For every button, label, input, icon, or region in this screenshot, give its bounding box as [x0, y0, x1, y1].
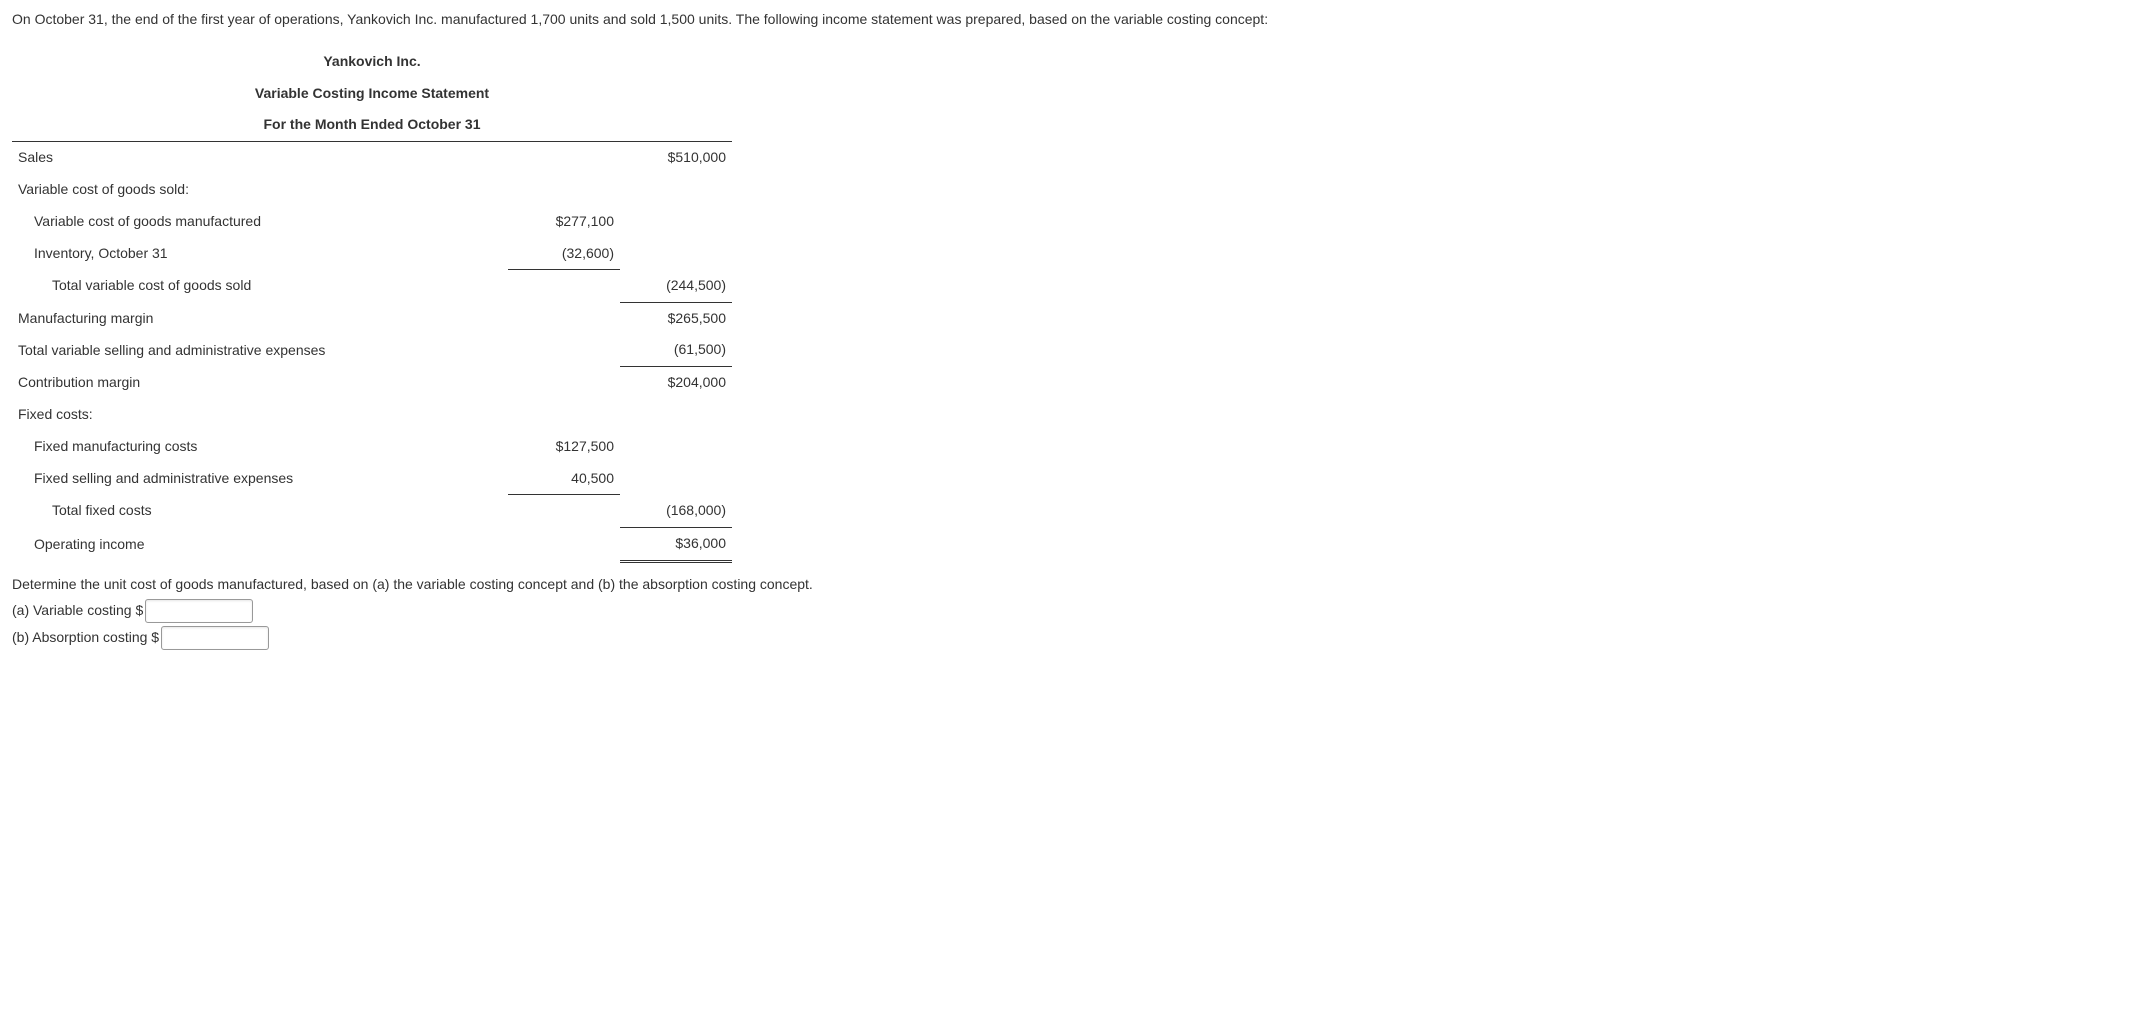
sales-value: $510,000	[620, 142, 732, 174]
inventory-value: (32,600)	[508, 238, 620, 270]
total-fixed-value: (168,000)	[620, 495, 732, 527]
answer-a-label: (a) Variable costing $	[12, 599, 143, 623]
fixed-sae-value: 40,500	[508, 463, 620, 495]
statement-title: Variable Costing Income Statement	[12, 78, 732, 110]
total-vcogs-label: Total variable cost of goods sold	[12, 270, 508, 302]
company-name: Yankovich Inc.	[12, 46, 732, 78]
vcogm-value: $277,100	[508, 206, 620, 238]
answer-b-label: (b) Absorption costing $	[12, 626, 159, 650]
contrib-label: Contribution margin	[12, 367, 508, 399]
mfg-margin-value: $265,500	[620, 302, 732, 334]
statement-period: For the Month Ended October 31	[12, 109, 732, 141]
sales-label: Sales	[12, 142, 508, 174]
total-fixed-label: Total fixed costs	[12, 495, 508, 527]
income-statement-table: Yankovich Inc. Variable Costing Income S…	[12, 46, 732, 563]
question-text: Determine the unit cost of goods manufac…	[12, 573, 2138, 597]
problem-intro: On October 31, the end of the first year…	[12, 8, 2138, 32]
vcogs-header: Variable cost of goods sold:	[12, 174, 508, 206]
op-income-label: Operating income	[12, 527, 508, 561]
total-vcogs-value: (244,500)	[620, 270, 732, 302]
fixed-mfg-value: $127,500	[508, 431, 620, 463]
op-income-value: $36,000	[620, 527, 732, 561]
fixed-sae-label: Fixed selling and administrative expense…	[12, 463, 508, 495]
fixed-mfg-label: Fixed manufacturing costs	[12, 431, 508, 463]
fixed-header: Fixed costs:	[12, 399, 508, 431]
absorption-costing-input[interactable]	[161, 626, 269, 650]
var-sae-label: Total variable selling and administrativ…	[12, 334, 508, 366]
vcogm-label: Variable cost of goods manufactured	[12, 206, 508, 238]
inventory-label: Inventory, October 31	[12, 238, 508, 270]
mfg-margin-label: Manufacturing margin	[12, 302, 508, 334]
variable-costing-input[interactable]	[145, 599, 253, 623]
var-sae-value: (61,500)	[620, 334, 732, 366]
contrib-value: $204,000	[620, 367, 732, 399]
